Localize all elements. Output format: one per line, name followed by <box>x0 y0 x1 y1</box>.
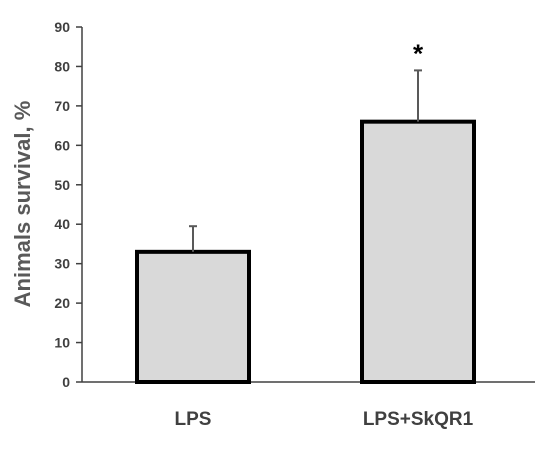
y-tick-label: 30 <box>54 256 70 272</box>
y-axis: 0 10 20 30 40 50 60 70 80 90 <box>54 19 83 390</box>
y-tick-label: 40 <box>54 216 70 232</box>
x-category-label: LPS+SkQR1 <box>363 409 474 430</box>
y-tick-label: 50 <box>54 177 70 193</box>
y-tick-label: 10 <box>54 335 70 351</box>
y-tick-label: 90 <box>54 19 70 35</box>
y-axis-title: Animals survival, % <box>10 101 35 308</box>
bar-lps <box>135 249 251 384</box>
bars-group <box>135 119 476 385</box>
annotations-group: * <box>413 38 424 68</box>
y-tick-label: 60 <box>54 137 70 153</box>
category-labels: LPS LPS+SkQR1 <box>175 409 474 430</box>
error-bars-group <box>189 69 422 252</box>
y-tick-label: 0 <box>62 374 70 390</box>
y-tick-label: 20 <box>54 295 70 311</box>
significance-marker: * <box>413 38 424 68</box>
y-tick-label: 70 <box>54 98 70 114</box>
bar-lps-skqr1 <box>360 119 476 385</box>
x-category-label: LPS <box>175 409 212 430</box>
y-tick-label: 80 <box>54 58 70 74</box>
